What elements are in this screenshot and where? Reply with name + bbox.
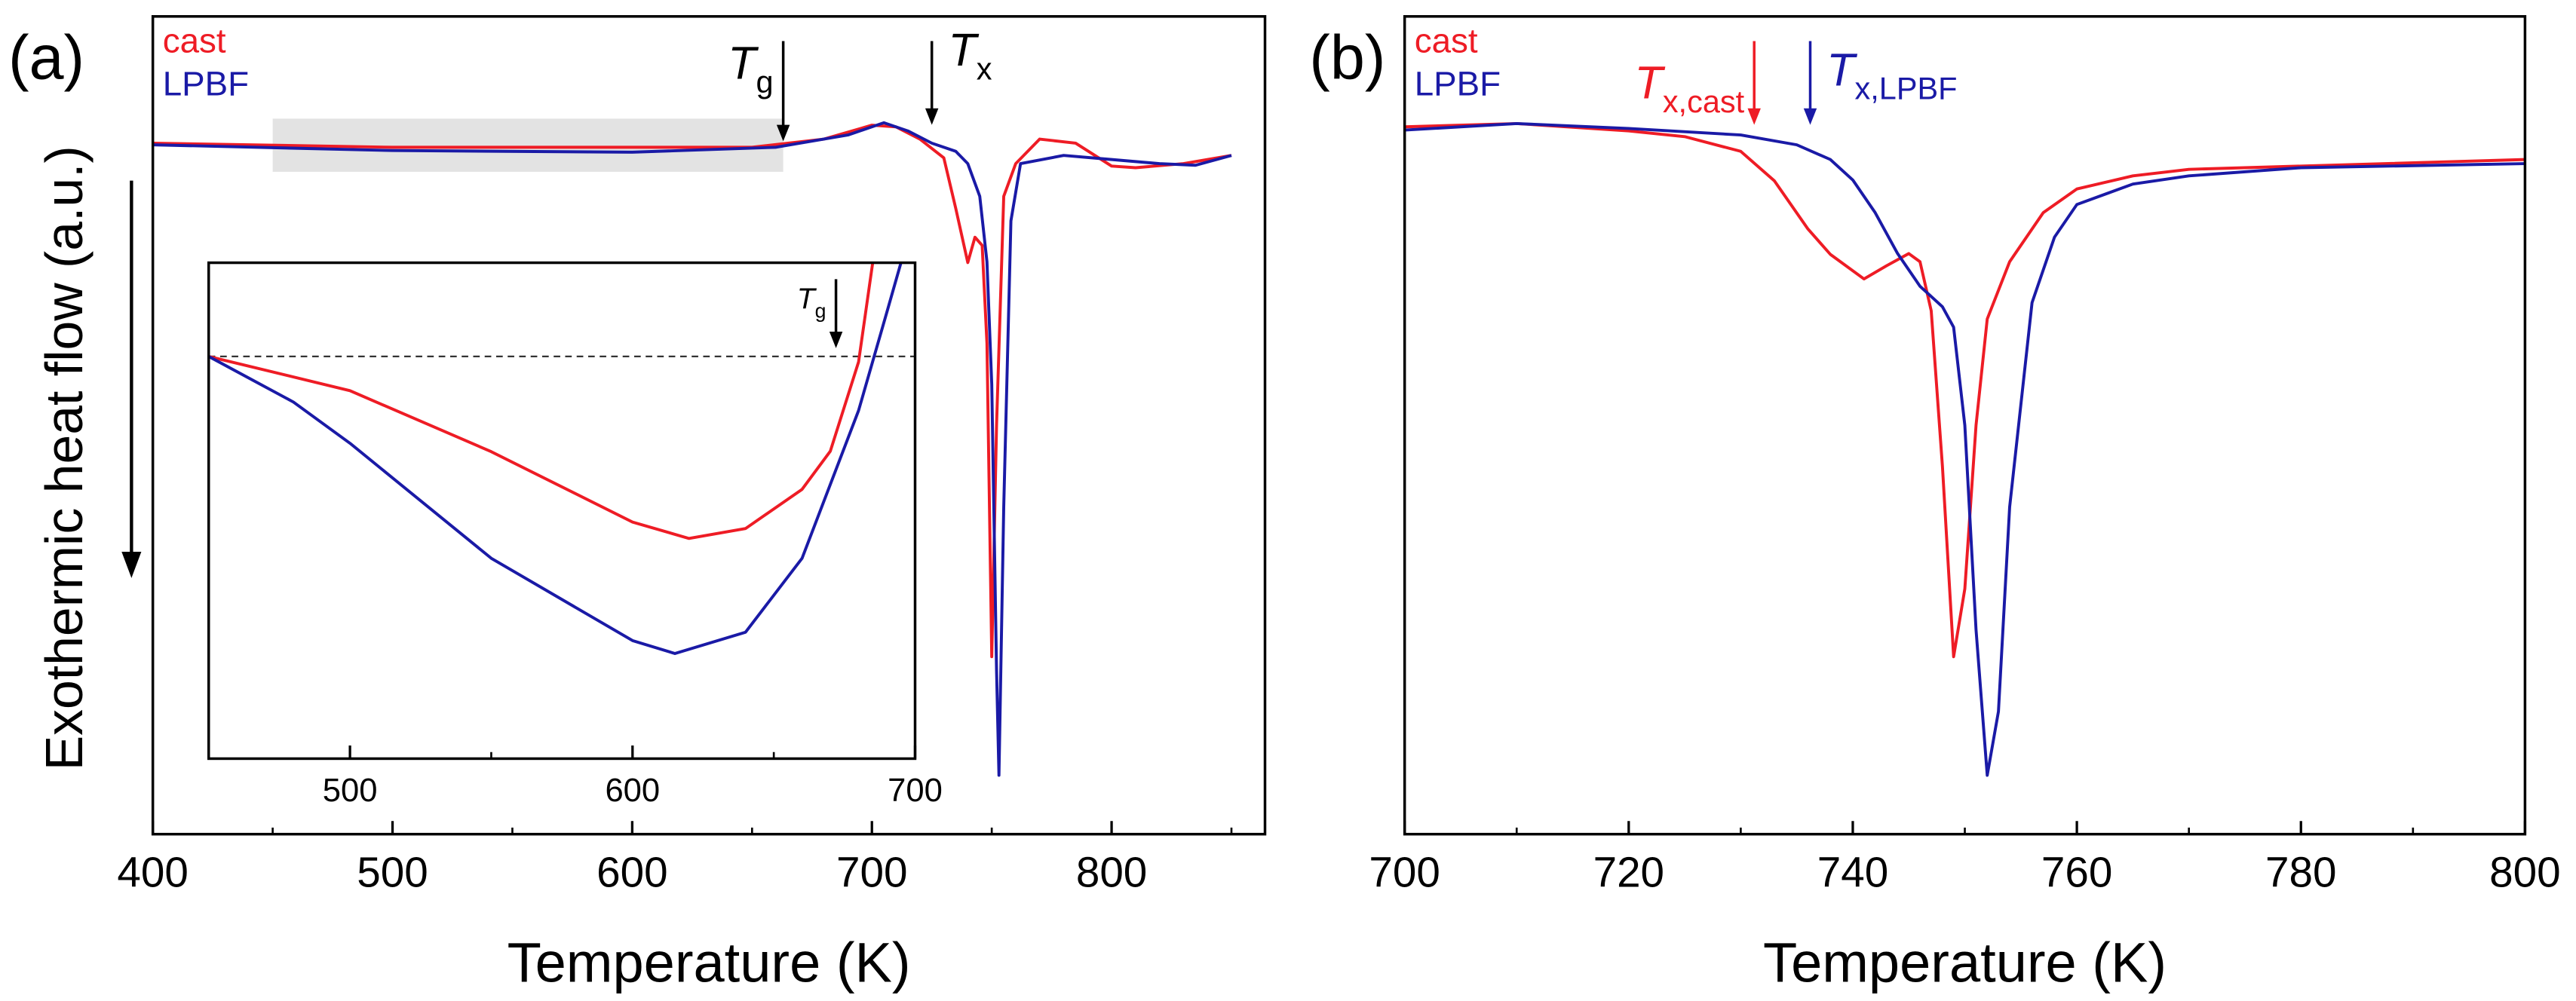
plot-frame [151, 15, 1267, 836]
annotation-label: Tg [797, 283, 826, 323]
y-axis-label: Exothermic heat flow (a.u.) [35, 145, 94, 770]
legend-entry: LPBF [1415, 64, 1501, 103]
x-tick-label: 740 [1817, 849, 1888, 896]
x-tick-label: 780 [2265, 849, 2336, 896]
plot-background [208, 262, 915, 759]
annotation-label: Tx [948, 24, 992, 86]
panel: 500 600 700 Tg [207, 261, 943, 809]
legend-entry: cast [1415, 22, 1478, 60]
x-tick-label: 600 [605, 773, 660, 809]
annotation-symbol: T [1635, 57, 1666, 109]
series-line [152, 121, 1232, 777]
series-line [208, 262, 903, 655]
annotation-label: Tx,LPBF [1826, 44, 1957, 106]
x-axis-label: Temperature (K) [508, 932, 911, 994]
annotation-symbol: T [1826, 44, 1857, 95]
legend-entry: LPBF [163, 64, 249, 103]
direction-arrow-head [121, 551, 142, 578]
annotation-symbol: T [797, 283, 817, 316]
annotation-arrow-head [776, 124, 790, 142]
x-tick-label: 800 [1076, 849, 1147, 896]
annotation-subscript: x,cast [1663, 84, 1745, 119]
plot-frame [207, 261, 917, 761]
annotation-arrow-head [1747, 108, 1761, 125]
x-tick-label: 760 [2041, 849, 2112, 896]
x-axis-label: Temperature (K) [1763, 932, 2167, 994]
annotation-subscript: g [756, 64, 773, 99]
series-line [208, 262, 875, 540]
annotation-label: Tg [728, 38, 773, 99]
annotation-arrow-head [1803, 108, 1817, 125]
panel-label: (b) [1309, 23, 1385, 93]
annotation-subscript: x [977, 51, 992, 86]
x-tick-label: 400 [117, 849, 188, 896]
annotation-subscript: g [815, 299, 826, 322]
x-tick-label: 700 [888, 773, 943, 809]
x-tick-label: 700 [836, 849, 907, 896]
panel-label: (a) [8, 23, 84, 93]
x-tick-label: 600 [596, 849, 667, 896]
x-tick-label: 720 [1593, 849, 1664, 896]
x-tick-label: 700 [1369, 849, 1440, 896]
annotation-label: Tx,cast [1635, 57, 1745, 119]
x-tick-label: 500 [357, 849, 428, 896]
annotation-arrow-head [829, 332, 843, 348]
annotation-arrow-head [925, 108, 939, 125]
series-line [1404, 121, 2525, 659]
plot-frame [1403, 15, 2527, 836]
annotation-symbol: T [948, 24, 979, 75]
x-tick-label: 500 [323, 773, 378, 809]
series-line [1404, 121, 2525, 777]
panel: cast LPBF 700 720 740 760 780 800 Temperature (K… [1309, 15, 2561, 994]
legend-entry: cast [163, 22, 226, 60]
x-tick-label: 800 [2489, 849, 2560, 896]
annotation-symbol: T [728, 38, 759, 89]
annotation-subscript: x,LPBF [1855, 71, 1958, 106]
